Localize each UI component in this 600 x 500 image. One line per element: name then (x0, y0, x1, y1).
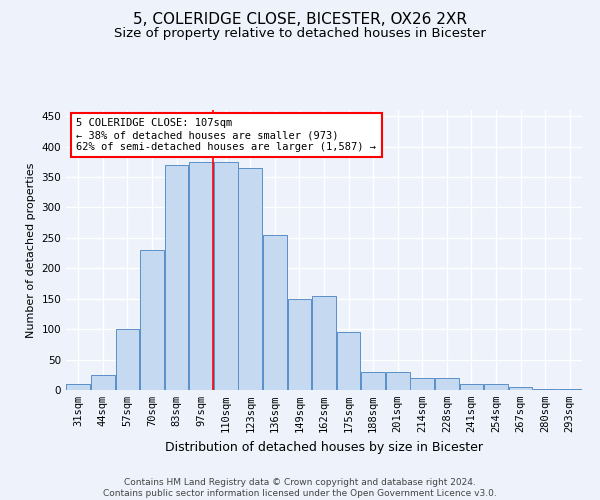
Bar (484, 384, 508, 390)
Bar (460, 384, 484, 390)
Bar (164, 165, 188, 390)
Bar (287, 298, 311, 390)
Bar (263, 235, 287, 390)
Bar (337, 332, 361, 390)
Bar (189, 162, 213, 390)
Bar (312, 296, 336, 390)
Bar (91, 375, 115, 390)
Bar (116, 329, 139, 390)
Text: 5, COLERIDGE CLOSE, BICESTER, OX26 2XR: 5, COLERIDGE CLOSE, BICESTER, OX26 2XR (133, 12, 467, 28)
Bar (214, 162, 238, 390)
Bar (386, 372, 410, 390)
Bar (67, 384, 90, 390)
Y-axis label: Number of detached properties: Number of detached properties (26, 162, 36, 338)
Text: 5 COLERIDGE CLOSE: 107sqm
← 38% of detached houses are smaller (973)
62% of semi: 5 COLERIDGE CLOSE: 107sqm ← 38% of detac… (76, 118, 376, 152)
Bar (140, 250, 164, 390)
Bar (238, 168, 262, 390)
Bar (361, 372, 385, 390)
Bar (410, 378, 434, 390)
Text: Size of property relative to detached houses in Bicester: Size of property relative to detached ho… (114, 28, 486, 40)
Bar (435, 378, 459, 390)
Text: Contains HM Land Registry data © Crown copyright and database right 2024.
Contai: Contains HM Land Registry data © Crown c… (103, 478, 497, 498)
Bar (533, 389, 557, 390)
X-axis label: Distribution of detached houses by size in Bicester: Distribution of detached houses by size … (165, 440, 483, 454)
Bar (558, 389, 581, 390)
Bar (509, 387, 532, 390)
